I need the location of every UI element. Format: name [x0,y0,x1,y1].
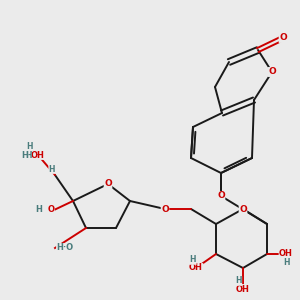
Text: H: H [235,276,242,285]
Text: H: H [26,142,33,151]
Text: H: H [49,164,55,173]
Text: O: O [104,179,112,188]
Text: H: H [283,258,290,267]
Text: O: O [279,34,287,43]
Text: OH: OH [279,250,293,259]
Text: O: O [47,206,54,214]
Text: H: H [35,206,42,214]
Text: H: H [21,151,28,160]
Text: H: H [25,151,31,160]
Text: OH: OH [31,151,45,160]
Text: H·O: H·O [56,244,74,253]
Text: OH: OH [189,263,203,272]
Text: O: O [239,205,247,214]
Text: O: O [217,191,225,200]
Text: OH: OH [236,284,250,293]
Text: O: O [161,205,169,214]
Text: O: O [268,68,276,76]
Text: H: H [190,255,196,264]
